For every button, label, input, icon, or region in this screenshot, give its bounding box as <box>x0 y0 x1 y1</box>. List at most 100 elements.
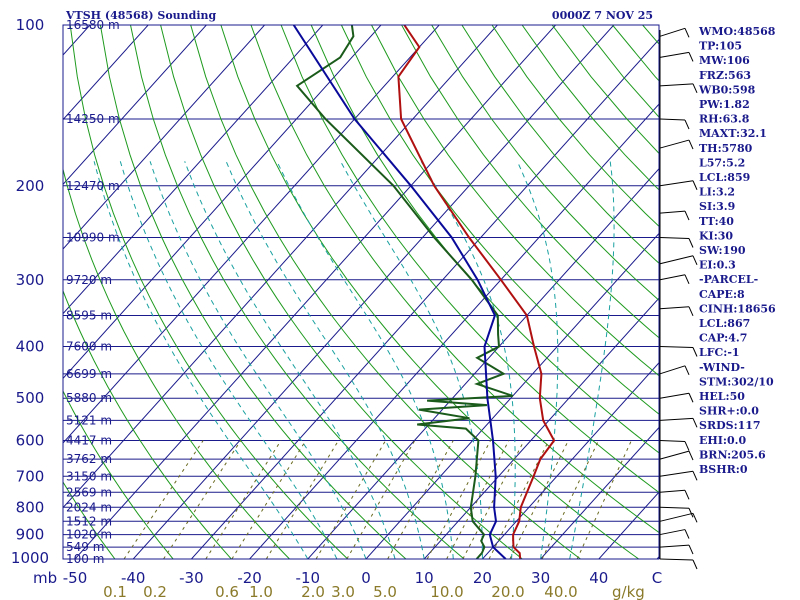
height-label: 8595 m <box>66 309 112 323</box>
wind-barb-flag <box>684 28 690 38</box>
wind-barb-flag <box>688 139 694 150</box>
dry-adiabat-line <box>69 25 349 559</box>
parcel-trace <box>292 25 507 559</box>
height-label: 5121 m <box>66 413 112 427</box>
isotherm-line <box>132 25 615 559</box>
wind-barb-shaft <box>659 440 686 443</box>
wind-barb-flag <box>688 544 694 555</box>
wind-barb <box>659 274 690 284</box>
index-entry: WMO:48568 <box>698 25 776 38</box>
index-entry: SRDS:117 <box>699 419 761 432</box>
wind-barb-shaft <box>659 450 690 460</box>
dry-adiabat-line <box>250 25 659 534</box>
pressure-tick-label: 200 <box>16 177 45 195</box>
pressure-tick-label: 400 <box>16 338 45 356</box>
mixing-ratio-line <box>231 440 307 559</box>
wind-barb-shaft <box>659 365 686 375</box>
wind-barb <box>659 506 694 518</box>
pressure-tick-label: 300 <box>16 271 45 289</box>
index-entry: BRN:205.6 <box>699 448 766 461</box>
dry-adiabat-line <box>340 25 659 415</box>
index-entry: -PARCEL- <box>699 273 758 286</box>
height-label: 5880 m <box>66 391 112 405</box>
dry-adiabat-line <box>491 25 659 227</box>
plot-frame <box>62 24 660 560</box>
wind-barb <box>659 139 694 150</box>
temperature-tick-label: -20 <box>237 569 262 587</box>
temperature-trace <box>397 25 556 559</box>
temperature-tick-label: -30 <box>179 569 204 587</box>
wind-barb-flag <box>684 119 690 130</box>
mixing-ratio-line <box>346 440 416 559</box>
index-entry: CAPE:8 <box>699 288 745 301</box>
wind-barb-shaft <box>659 346 694 348</box>
wind-barb-flag <box>684 441 690 451</box>
isotherm-line <box>63 25 266 250</box>
index-entry: SHR+:0.0 <box>699 405 759 418</box>
index-entry: KI:30 <box>699 229 733 242</box>
wind-barb-shaft <box>659 306 690 310</box>
wind-barb <box>659 450 694 461</box>
height-label: 10990 m <box>66 230 120 244</box>
height-label: 2024 m <box>66 500 112 514</box>
index-entry: LI:3.2 <box>699 186 735 199</box>
wind-barb <box>659 544 694 555</box>
index-entry: SI:3.9 <box>699 200 735 213</box>
wind-barb-flag <box>692 255 698 265</box>
moist-adiabat-line <box>420 161 516 559</box>
wind-barb-flag <box>692 347 698 357</box>
sounding-traces <box>292 25 556 559</box>
dry-adiabat-line <box>521 25 659 191</box>
dry-adiabat-line <box>371 25 659 377</box>
sounding-time: 0000Z 7 NOV 25 <box>552 9 653 22</box>
wind-barb-shaft <box>659 180 694 187</box>
dry-adiabat-line <box>461 25 659 264</box>
dry-adiabat-line <box>63 390 174 559</box>
moist-adiabat-line <box>149 161 367 559</box>
pressure-unit-label: mb <box>33 569 57 587</box>
index-entry: TT:40 <box>699 215 734 228</box>
index-entry: L57:5.2 <box>699 156 745 169</box>
dry-adiabat-line <box>130 25 465 559</box>
wind-barb-shaft <box>659 237 690 239</box>
wind-barb <box>659 365 690 376</box>
temperature-tick-label: 40 <box>589 569 608 587</box>
index-entry: LFC:-1 <box>699 346 740 359</box>
wind-barb <box>659 512 698 523</box>
isotherm-line <box>63 25 499 509</box>
wind-barb-shaft <box>659 544 690 548</box>
height-label: 7600 m <box>66 340 112 354</box>
wind-barb-flag <box>688 450 694 461</box>
mixing-ratio-line <box>509 440 569 559</box>
wind-barb-shaft <box>659 51 690 58</box>
mixing-ratio-tick-label: 2.0 <box>301 583 325 600</box>
height-label: 6699 m <box>66 367 112 381</box>
temperature-tick-label: 10 <box>415 569 434 587</box>
mixing-ratio-tick-label: 5.0 <box>373 583 397 600</box>
index-entry: FRZ:563 <box>699 69 751 82</box>
height-label: 4417 m <box>66 434 112 448</box>
wind-barb <box>659 558 698 570</box>
pressure-tick-label: 500 <box>16 389 45 407</box>
height-label: 2569 m <box>66 485 112 499</box>
isotherm-line <box>74 25 557 559</box>
mixing-ratio-tick-label: 3.0 <box>331 583 355 600</box>
moist-adiabat-line <box>119 161 338 559</box>
mixing-ratio-line <box>426 440 491 559</box>
mixing-ratio-tick-label: 10.0 <box>430 583 463 600</box>
wind-barb-flag <box>688 508 694 518</box>
wind-barb-flag <box>692 559 698 570</box>
moist-adiabat-line <box>276 161 454 559</box>
wind-barb <box>659 417 698 428</box>
mixing-ratio-line <box>205 440 282 559</box>
mixing-ratio-line <box>387 440 454 559</box>
height-label: 16580 m <box>66 18 120 32</box>
wind-barb-shaft <box>659 392 690 399</box>
height-label: 549 m <box>66 540 104 554</box>
wind-barb-flag <box>688 52 694 62</box>
height-label: 3150 m <box>66 469 112 483</box>
wind-barb <box>659 118 690 130</box>
dry-adiabat-line <box>401 25 659 339</box>
wind-barb-flag <box>684 490 690 500</box>
isotherm-line <box>63 25 382 380</box>
